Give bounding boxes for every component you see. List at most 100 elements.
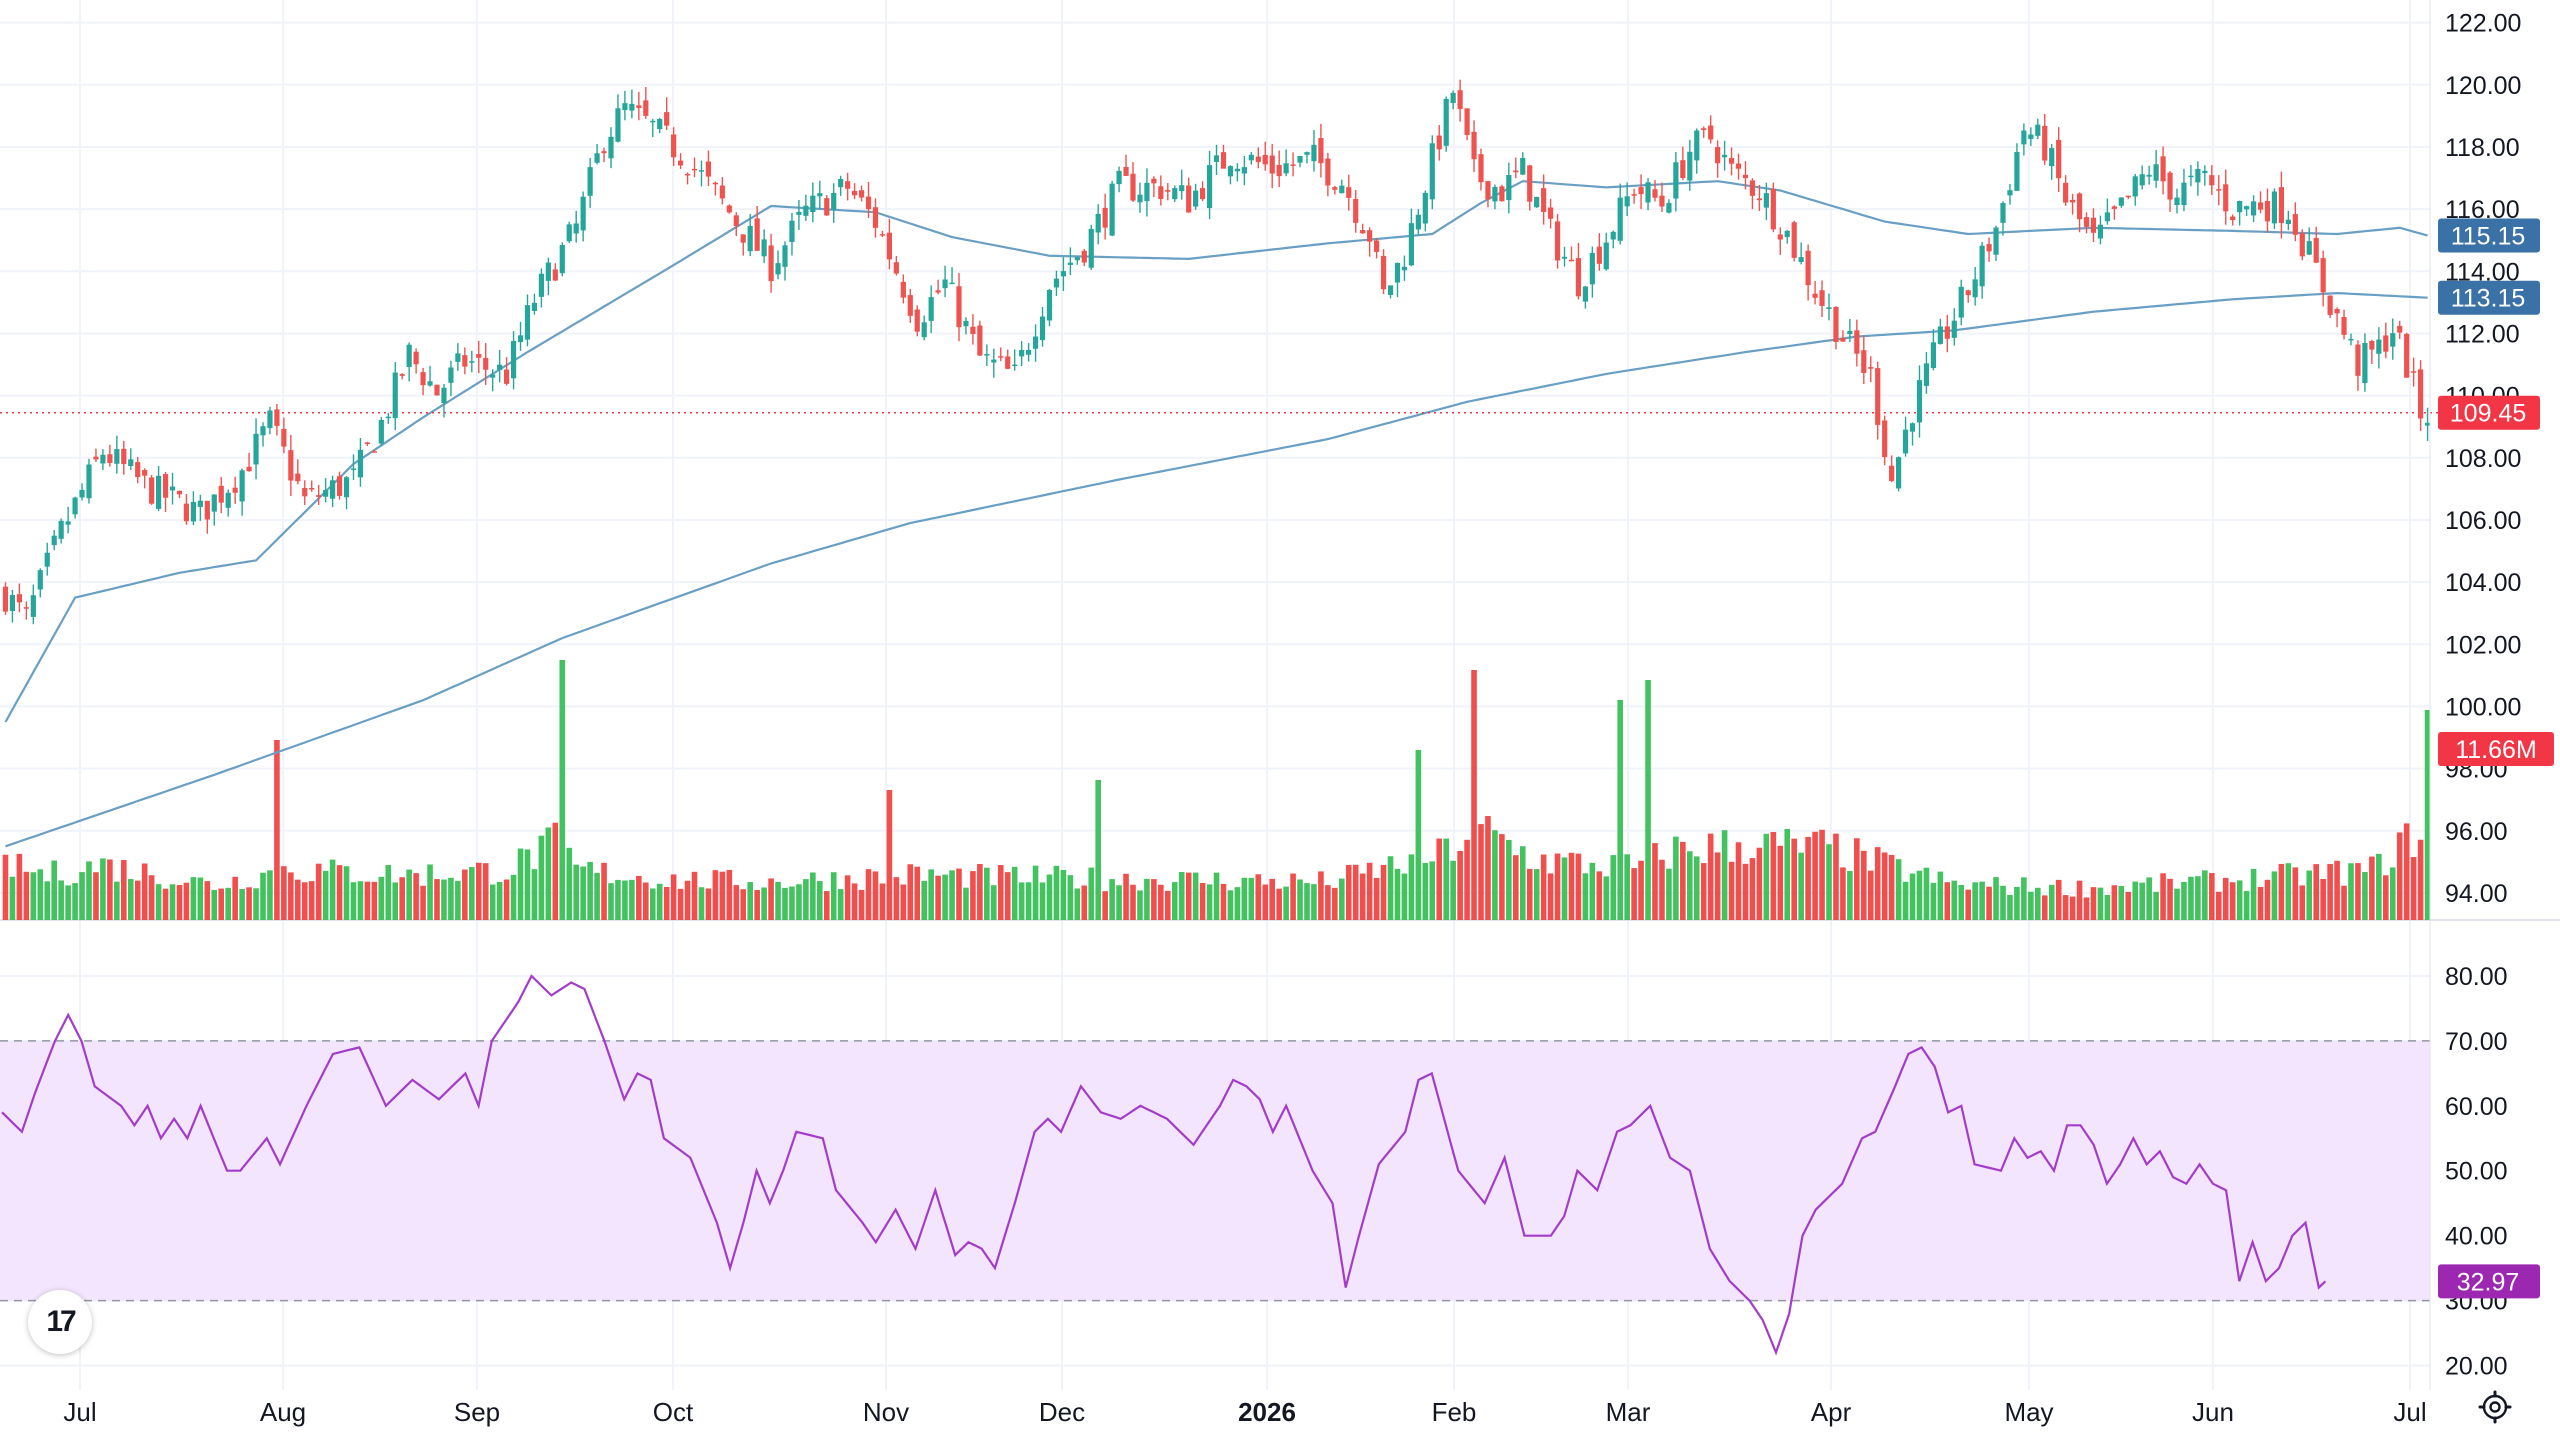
volume-bars xyxy=(2,660,2431,920)
candle-body xyxy=(302,488,308,497)
candle-body xyxy=(1506,175,1512,201)
candle-body xyxy=(2042,125,2048,161)
volume-bar xyxy=(1074,888,1081,920)
candle-body xyxy=(1805,250,1811,286)
volume-bar xyxy=(984,867,990,920)
volume-bar xyxy=(1366,862,1373,920)
volume-bar xyxy=(371,881,378,920)
candle-body xyxy=(1596,246,1602,264)
candle-body xyxy=(86,464,92,499)
volume-bar xyxy=(1185,872,1192,920)
volume-bar xyxy=(1436,838,1443,920)
volume-bar xyxy=(1902,881,1909,920)
volume-bar xyxy=(1060,869,1067,920)
candle-body xyxy=(2271,191,2278,224)
volume-bar xyxy=(79,872,85,920)
volume-bar xyxy=(475,862,482,920)
value-labels: 115.15 113.15 109.45 11.66M 32.97 xyxy=(2438,218,2554,1299)
volume-bar xyxy=(1561,857,1568,920)
candle-body xyxy=(239,470,245,502)
volume-bar xyxy=(2035,887,2041,920)
volume-bar xyxy=(462,869,468,920)
candle-body xyxy=(1638,187,1644,195)
price-tick-label: 112.00 xyxy=(2445,320,2520,348)
candle-body xyxy=(2021,130,2027,145)
volume-bar xyxy=(622,880,628,920)
volume-bar xyxy=(1888,854,1895,920)
candle-body xyxy=(566,224,572,242)
volume-bar xyxy=(1673,836,1679,920)
price-tick-label: 94.00 xyxy=(2445,880,2508,908)
time-tick-label: Dec xyxy=(1039,1397,1085,1427)
candle-body xyxy=(984,354,990,356)
candle-body xyxy=(1318,138,1324,164)
candle-body xyxy=(1005,356,1011,369)
volume-bar xyxy=(288,872,294,920)
candle-body xyxy=(629,103,635,111)
volume-bar xyxy=(1123,873,1129,920)
volume-bar xyxy=(155,884,162,920)
volume-bar xyxy=(2257,887,2264,920)
candle-body xyxy=(281,428,287,447)
volume-bar xyxy=(1937,871,1944,920)
candle-body xyxy=(1819,290,1825,306)
ma-short-value-label: 115.15 xyxy=(2451,223,2526,251)
volume-bar xyxy=(1081,885,1088,920)
candle-body xyxy=(991,359,997,363)
volume-bar xyxy=(2041,895,2048,920)
volume-bar xyxy=(823,891,830,920)
candle-body xyxy=(2146,174,2152,177)
volume-bar xyxy=(455,880,461,920)
candle-body xyxy=(935,290,941,293)
volume-bar xyxy=(1812,831,1818,920)
candle-body xyxy=(1213,155,1220,162)
volume-bar xyxy=(399,877,405,920)
gear-icon[interactable] xyxy=(2478,1390,2512,1424)
candle-body xyxy=(879,234,886,236)
candle-body xyxy=(1081,250,1087,263)
volume-bar xyxy=(489,884,496,920)
volume-bar xyxy=(295,879,301,920)
candle-body xyxy=(796,211,802,215)
candle-body xyxy=(1561,256,1568,259)
volume-bar xyxy=(1158,884,1164,920)
volume-bar xyxy=(72,883,78,920)
candle-body xyxy=(657,118,663,130)
volume-bar xyxy=(1269,878,1275,920)
candle-body xyxy=(441,387,447,404)
candle-body xyxy=(1095,213,1101,233)
candle-body xyxy=(2362,342,2368,384)
candle-body xyxy=(594,153,600,163)
candle-body xyxy=(2355,344,2361,376)
candle-body xyxy=(2230,216,2236,221)
candle-body xyxy=(1325,158,1331,186)
candle-body xyxy=(135,462,141,478)
volume-bar xyxy=(1394,868,1401,920)
candle-body xyxy=(928,297,934,321)
candle-body xyxy=(768,245,774,282)
candle-body xyxy=(1909,423,1916,432)
tradingview-logo[interactable]: 17 xyxy=(28,1290,92,1354)
volume-bar xyxy=(1457,850,1463,920)
volume-bar xyxy=(1387,856,1394,920)
candle-body xyxy=(169,486,176,491)
volume-bar xyxy=(1220,883,1227,920)
candle-body xyxy=(1812,293,1818,298)
volume-value-label-bg xyxy=(2438,732,2554,766)
candle-body xyxy=(2181,182,2187,206)
candle-body xyxy=(1193,190,1199,207)
volume-bar xyxy=(559,660,566,920)
volume-bar xyxy=(141,863,148,920)
volume-bar xyxy=(935,875,941,920)
candle-body xyxy=(1742,174,1749,179)
candle-body xyxy=(100,454,106,464)
volume-bar xyxy=(378,876,385,920)
candle-body xyxy=(775,263,781,275)
candle-body xyxy=(1548,207,1554,219)
candle-body xyxy=(2139,174,2145,186)
volume-bar xyxy=(1513,855,1519,920)
volume-bar xyxy=(796,884,802,920)
candle-body xyxy=(1436,135,1442,150)
